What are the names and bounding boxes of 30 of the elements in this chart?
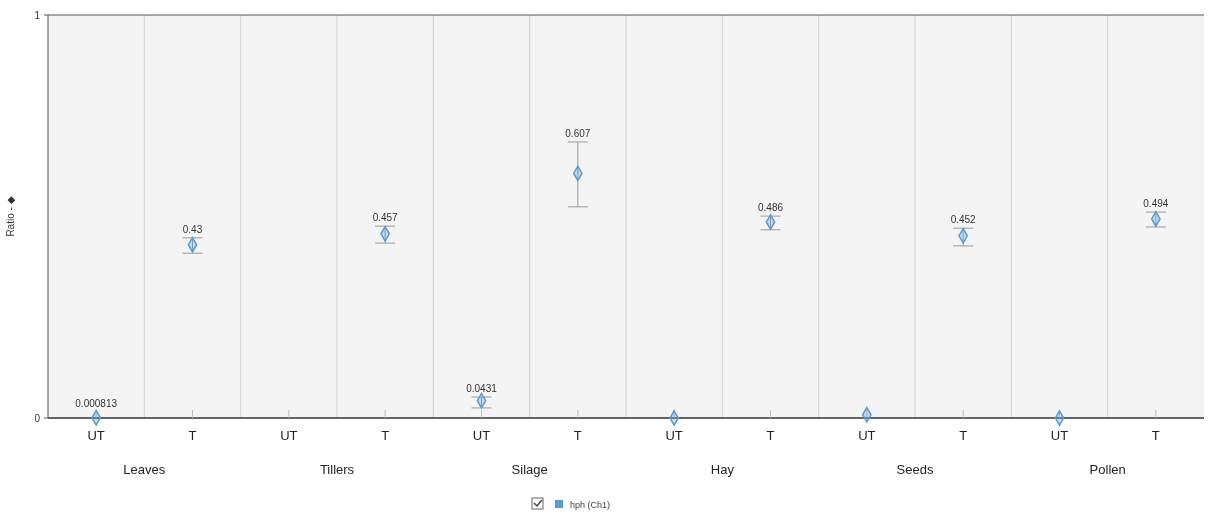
x-tick-label: T — [573, 428, 582, 443]
data-label: 0.43 — [182, 223, 203, 235]
x-tick-label: T — [959, 428, 968, 443]
text: Seeds — [896, 462, 934, 477]
x-tick-label: T — [188, 428, 197, 443]
x-tick-label: UT — [472, 428, 491, 443]
x-tick-label: UT — [858, 428, 876, 443]
data-label: 0.452 — [950, 214, 977, 226]
legend-label: hph (Ch1) — [570, 500, 611, 510]
y-tick-label: 0 — [34, 412, 41, 424]
text: Hay — [710, 462, 735, 477]
x-tick-label: UT — [280, 428, 298, 443]
text: Silage — [511, 462, 548, 477]
data-label: 0.0431 — [466, 383, 498, 395]
x-tick-label: UT — [1050, 428, 1069, 443]
y-axis-title: Ratio - ◆ — [5, 196, 16, 237]
x-tick-label: UT — [665, 428, 683, 443]
data-label: 0.494 — [1143, 198, 1169, 210]
text: Tillers — [319, 462, 355, 477]
x-tick-label: T — [1151, 428, 1160, 443]
x-tick-label: T — [381, 428, 390, 443]
x-tick-label: T — [766, 428, 775, 443]
data-label: 0.457 — [372, 212, 399, 224]
data-label: 0.607 — [565, 127, 591, 139]
data-label: 0.000813 — [75, 397, 118, 409]
y-tick-label: 1 — [34, 9, 41, 21]
x-tick-label: UT — [87, 428, 105, 443]
text: Pollen — [1089, 462, 1126, 477]
text: Leaves — [123, 462, 166, 477]
data-label: 0.486 — [757, 202, 784, 214]
